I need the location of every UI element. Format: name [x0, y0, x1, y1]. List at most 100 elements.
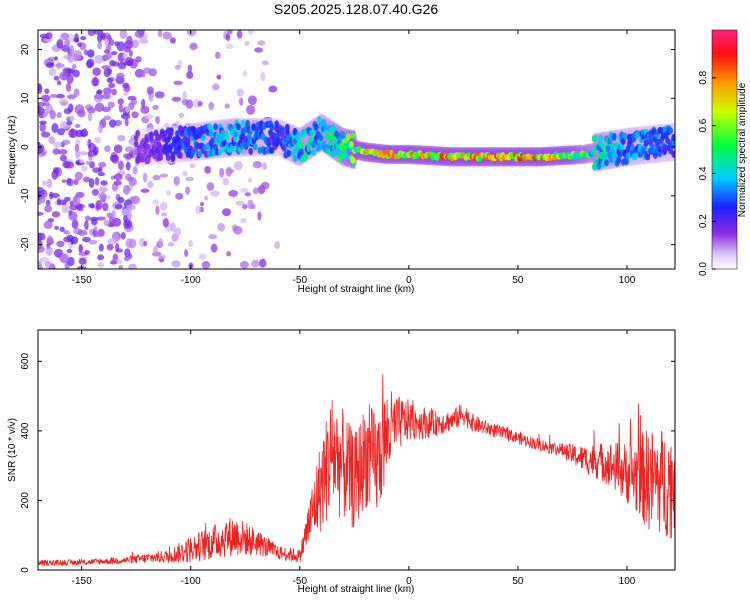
spectrogram-noise-blob: [102, 92, 111, 100]
colorbar-tick-label: 0.0: [698, 262, 709, 276]
spectrogram-noise-blob: [162, 217, 169, 228]
spectrogram-noise-blob: [189, 42, 198, 51]
spectrogram-ridge-cell: [144, 136, 150, 144]
spectrogram-noise-blob: [97, 41, 103, 50]
spectrogram-noise-blob: [113, 173, 123, 181]
spectrogram-noise-blob: [108, 119, 117, 128]
spectrogram-noise-blob: [58, 98, 69, 106]
y-tick-label: 0: [20, 144, 31, 150]
spectrogram-noise-blob: [236, 88, 244, 97]
spectrogram-noise-blob: [81, 165, 88, 172]
spectrogram-noise-blob: [228, 189, 239, 197]
spectrogram-noise-blob: [148, 94, 154, 103]
spectrogram-ridge-cell: [142, 147, 148, 155]
spectrogram-noise-blob: [38, 245, 45, 253]
spectrogram-ridge-cell: [339, 131, 345, 139]
spectrogram-ridge-cell: [335, 131, 341, 139]
spectrogram-noise-blob: [131, 111, 139, 119]
spectrogram-noise-blob: [206, 182, 215, 191]
spectrogram-noise-blob: [244, 40, 250, 46]
spectrogram-noise-blob: [111, 209, 116, 220]
spectrogram-noise-blob: [70, 128, 75, 138]
spectrogram-noise-blob: [106, 77, 114, 84]
spectrogram-noise-blob: [98, 192, 107, 201]
spectrogram-noise-blob: [120, 113, 131, 120]
spectrogram-noise-blob: [56, 112, 62, 118]
spectrogram-noise-blob: [109, 154, 118, 163]
colorbar-tick-label: 0.2: [698, 214, 709, 228]
spectrogram-noise-blob: [186, 71, 194, 79]
spectrogram-ridge-cell: [665, 137, 670, 145]
spectrogram-noise-blob: [120, 231, 126, 240]
spectrogram-noise-blob: [117, 61, 127, 70]
spectrogram-noise-blob: [97, 254, 105, 261]
spectrogram-noise-blob: [82, 128, 88, 136]
spectrogram-ridge-cell: [608, 155, 614, 163]
spectrogram-noise-blob: [93, 225, 98, 232]
spectrogram-ridge-cell: [649, 143, 655, 151]
spectrogram-ridge-cell: [668, 127, 674, 135]
spectrogram-ylabel: Frequency (Hz): [7, 116, 18, 185]
spectrogram-noise-blob: [188, 239, 194, 248]
spectrogram-noise-blob: [56, 240, 65, 248]
spectrogram-ridge-cell: [590, 149, 596, 156]
spectrogram-noise-blob: [185, 186, 191, 195]
spectrogram-noise-blob: [98, 161, 107, 168]
snr-panel: -150 -100 -50 0 50 100 0 200 400 600 Height of st…: [7, 329, 676, 595]
spectrogram-noise-blob: [235, 200, 245, 206]
spectrogram-noise-blob: [38, 147, 43, 154]
x-tick-label: 0: [406, 275, 412, 286]
spectrogram-noise-blob: [155, 205, 160, 215]
spectrogram-ridge-cell: [135, 129, 141, 137]
spectrogram-noise-blob: [61, 204, 69, 214]
spectrogram-noise-blob: [242, 70, 247, 77]
spectrogram-noise-blob: [66, 234, 74, 242]
spectrogram-noise-blob: [251, 259, 260, 268]
spectrogram-noise-blob: [111, 51, 118, 56]
spectrogram-noise-blob: [262, 162, 267, 171]
spectrogram-ridge-cell: [231, 145, 237, 153]
figure-title: S205.2025.128.07.40.G26: [274, 1, 438, 17]
spectrogram-noise-blob: [252, 187, 259, 195]
spectrogram-noise-blob: [55, 93, 65, 99]
spectrogram-ridge-cell: [633, 152, 638, 160]
spectrogram-noise-blob: [134, 30, 145, 38]
snr-xlabel: Height of straight line (km): [298, 584, 415, 595]
spectrogram-noise-blob: [115, 248, 123, 253]
spectrogram-noise-blob: [260, 181, 270, 190]
spectrogram-noise-blob: [250, 203, 256, 210]
spectrogram-ridge-cell: [213, 123, 218, 131]
spectrogram-ridge-cell: [310, 148, 316, 156]
spectrogram-noise-blob: [68, 211, 78, 221]
spectrogram-noise-blob: [144, 114, 154, 119]
spectrogram-noise-blob: [104, 145, 111, 153]
spectrogram-noise-blob: [171, 260, 181, 268]
spectrogram-noise-blob: [211, 83, 220, 91]
spectrogram-noise-blob: [222, 177, 230, 186]
spectrogram-noise-blob: [63, 230, 70, 235]
spectrogram-noise-blob: [128, 253, 133, 259]
spectrogram-noise-blob: [49, 192, 60, 198]
spectrogram-noise-blob: [60, 154, 67, 162]
spectrogram-noise-blob: [53, 75, 60, 81]
spectrogram-noise-blob: [38, 83, 42, 92]
x-tick-label: 100: [619, 275, 636, 286]
spectrogram-noise-blob: [210, 243, 218, 253]
spectrogram-noise-blob: [77, 109, 86, 118]
spectrogram-noise-blob: [94, 102, 105, 112]
spectrogram-noise-blob: [93, 231, 103, 238]
y-tick-label: 0: [20, 567, 31, 573]
spectrogram-noise-blob: [58, 149, 68, 155]
spectrogram-noise-blob: [124, 105, 131, 113]
spectrogram-ridge-cell: [280, 131, 286, 139]
spectrogram-noise-blob: [114, 203, 123, 210]
spectrogram-noise-blob: [113, 144, 123, 154]
spectrogram-ridge-cell: [178, 151, 183, 159]
spectrogram-noise-blob: [182, 90, 187, 101]
spectrogram-ridge-cell: [165, 154, 171, 162]
y-tick-label: 10: [20, 92, 31, 104]
spectrogram-noise-blob: [67, 256, 75, 267]
spectrogram-noise-blob: [44, 88, 50, 94]
spectrogram-ridge-cell: [591, 134, 597, 142]
spectrogram-noise-blob: [233, 160, 243, 171]
